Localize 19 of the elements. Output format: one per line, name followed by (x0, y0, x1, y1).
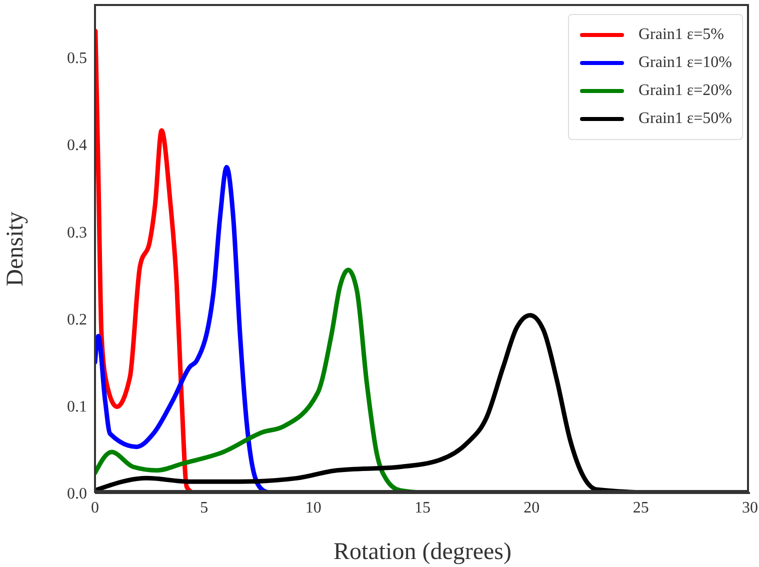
x-tick-label: 30 (742, 499, 758, 516)
x-tick-label: 10 (305, 499, 322, 516)
x-tick-label: 5 (200, 499, 208, 516)
x-tick-label: 15 (414, 499, 430, 516)
x-tick-label: 20 (524, 499, 540, 516)
legend-label: Grain1 ε=50% (638, 110, 732, 128)
legend-label: Grain1 ε=5% (638, 26, 724, 44)
y-tick-label: 0.2 (67, 311, 87, 328)
y-tick-label: 0.5 (67, 50, 87, 67)
y-tick-label: 0.1 (67, 398, 87, 416)
y-tick-label: 0.0 (67, 486, 87, 503)
x-axis-title: Rotation (degrees) (334, 539, 512, 565)
y-axis-title: Density (2, 212, 29, 286)
legend-label: Grain1 ε=10% (638, 54, 732, 72)
y-tick-label: 0.4 (67, 137, 87, 154)
x-tick-label: 25 (632, 499, 649, 516)
y-tick-label: 0.3 (67, 224, 87, 242)
legend-label: Grain1 ε=20% (638, 82, 732, 100)
x-tick-label: 0 (91, 499, 99, 516)
